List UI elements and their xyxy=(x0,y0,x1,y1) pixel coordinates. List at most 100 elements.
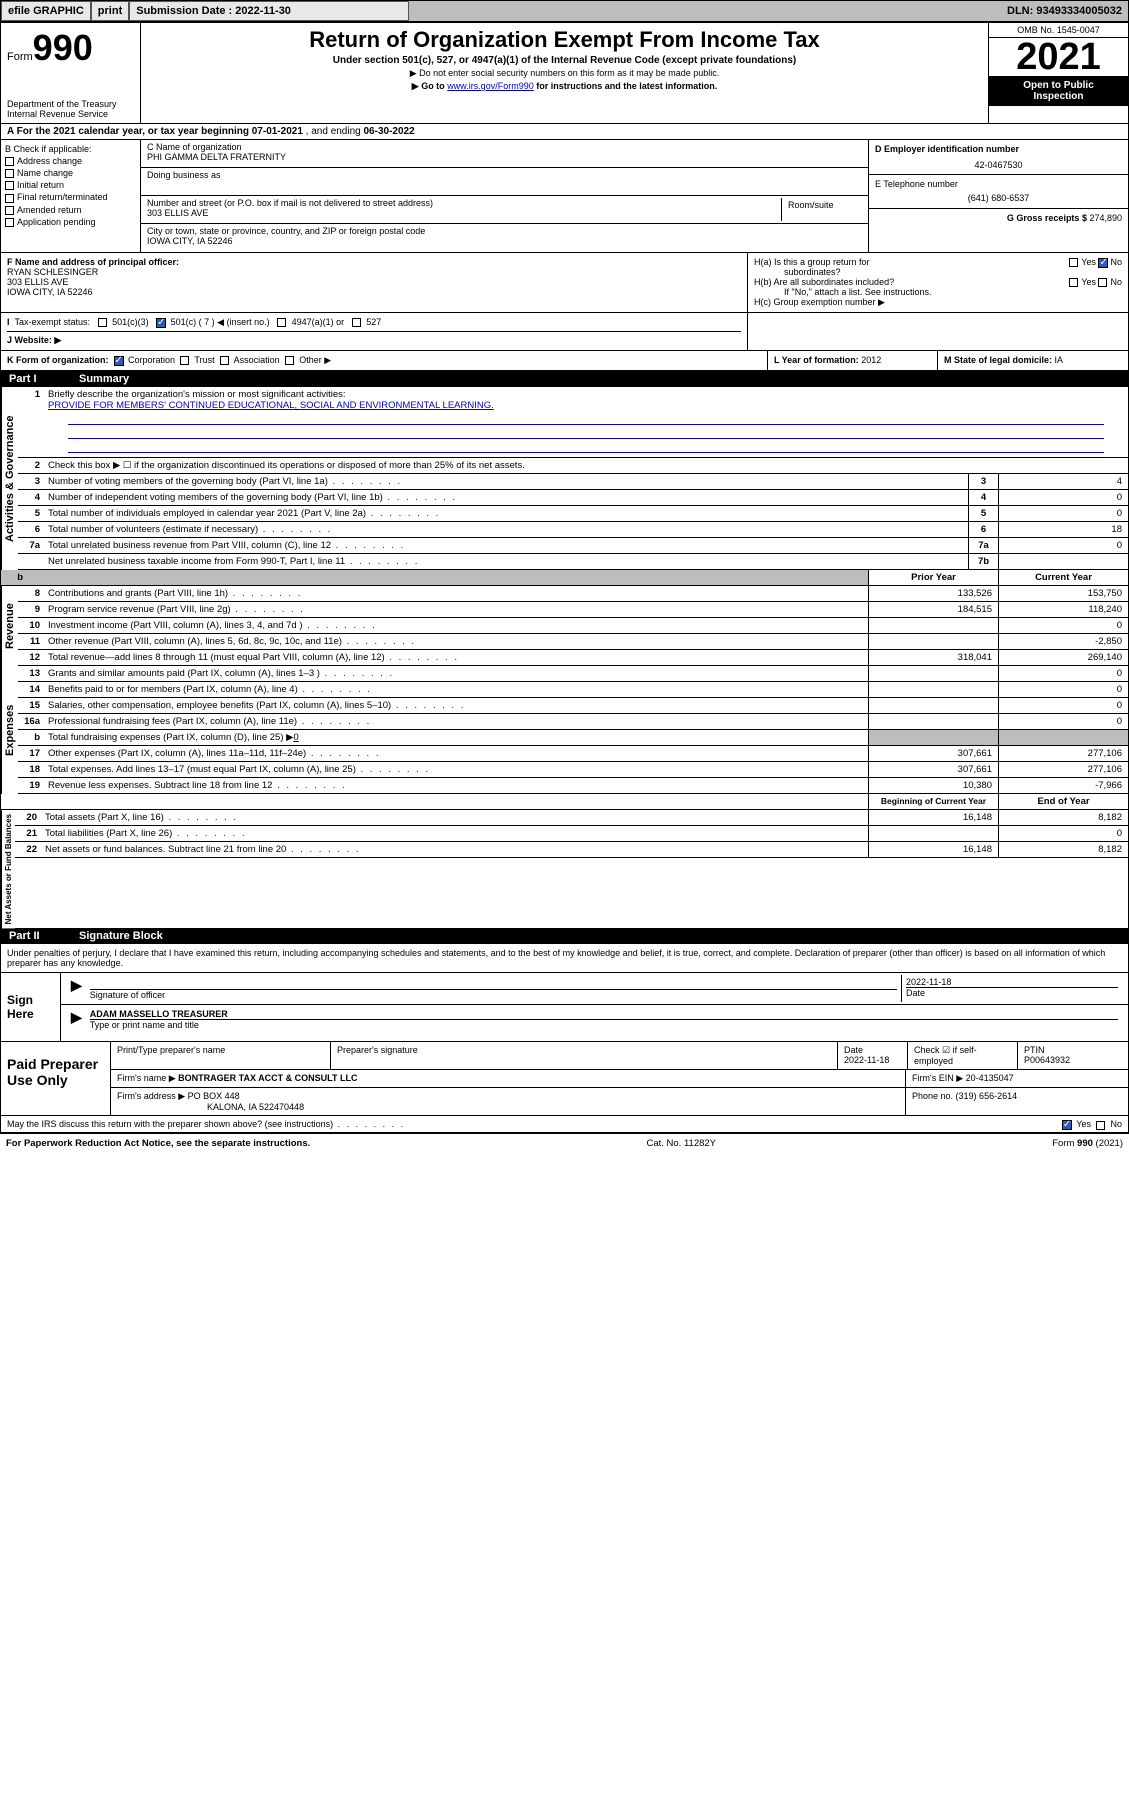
part-i-revenue: Revenue 8Contributions and grants (Part … xyxy=(1,586,1128,666)
summary-row: 9Program service revenue (Part VIII, lin… xyxy=(18,602,1128,618)
part-i-expenses: Expenses 13Grants and similar amounts pa… xyxy=(1,666,1128,794)
phone-value: (641) 680-6537 xyxy=(875,193,1122,203)
prep-sig-label: Preparer's signature xyxy=(331,1042,838,1069)
summary-row: 8Contributions and grants (Part VIII, li… xyxy=(18,586,1128,602)
gross-receipts-value: 274,890 xyxy=(1089,213,1122,223)
officer-name: RYAN SCHLESINGER xyxy=(7,267,98,277)
top-toolbar: efile GRAPHIC print Submission Date : 20… xyxy=(0,0,1129,22)
sign-here-label: Sign Here xyxy=(1,973,61,1041)
mission-text[interactable]: PROVIDE FOR MEMBERS' CONTINUED EDUCATION… xyxy=(48,400,494,411)
sig-date: 2022-11-18 xyxy=(906,977,951,987)
efile-graphic-label: efile GRAPHIC xyxy=(1,1,91,21)
chk-4947[interactable] xyxy=(277,318,286,327)
ptin-value: P00643932 xyxy=(1024,1055,1070,1065)
chk-ha-no[interactable] xyxy=(1098,258,1108,268)
firm-phone: (319) 656-2614 xyxy=(956,1091,1018,1101)
vtab-revenue: Revenue xyxy=(1,586,18,666)
open-to-public: Open to PublicInspection xyxy=(989,76,1128,106)
addr-label: Number and street (or P.O. box if mail i… xyxy=(147,198,781,208)
chk-amended[interactable] xyxy=(5,206,14,215)
chk-assoc[interactable] xyxy=(220,356,229,365)
form-note-link: ▶ Go to www.irs.gov/Form990 for instruct… xyxy=(151,81,978,92)
summary-row: 6Total number of volunteers (estimate if… xyxy=(18,522,1128,538)
form-subtitle: Under section 501(c), 527, or 4947(a)(1)… xyxy=(151,55,978,66)
officer-addr2: IOWA CITY, IA 52246 xyxy=(7,287,93,297)
col-h-group: H(a) Is this a group return for Yes No s… xyxy=(748,253,1128,312)
page-footer: For Paperwork Reduction Act Notice, see … xyxy=(0,1134,1129,1153)
arrow-icon: ▶ xyxy=(67,1007,86,1032)
part-i-netassets: Net Assets or Fund Balances 20Total asse… xyxy=(1,810,1128,928)
discuss-row: May the IRS discuss this return with the… xyxy=(1,1116,1128,1133)
summary-row: 14Benefits paid to or for members (Part … xyxy=(18,682,1128,698)
ein-value: 42-0467530 xyxy=(875,160,1122,170)
submission-date-label: Submission Date : 2022-11-30 xyxy=(129,1,409,21)
perjury-declaration: Under penalties of perjury, I declare th… xyxy=(1,944,1128,972)
dept-treasury: Department of the Treasury xyxy=(7,99,134,109)
self-employed-check: Check ☑ if self-employed xyxy=(908,1042,1018,1069)
fundraising-total: 0 xyxy=(293,732,298,743)
line2-text: Check this box ▶ ☐ if the organization d… xyxy=(44,458,1128,473)
col-de: D Employer identification number 42-0467… xyxy=(868,140,1128,252)
summary-row: 5Total number of individuals employed in… xyxy=(18,506,1128,522)
room-suite-label: Room/suite xyxy=(782,198,862,221)
chk-501c[interactable] xyxy=(156,318,166,328)
chk-discuss-no[interactable] xyxy=(1096,1121,1105,1130)
part-ii-header: Part IISignature Block xyxy=(1,928,1128,944)
header-right: OMB No. 1545-0047 2021 Open to PublicIns… xyxy=(988,23,1128,123)
chk-527[interactable] xyxy=(352,318,361,327)
paid-preparer-label: Paid Preparer Use Only xyxy=(1,1042,111,1115)
chk-initial-return[interactable] xyxy=(5,181,14,190)
summary-row: Net unrelated business taxable income fr… xyxy=(18,554,1128,570)
chk-corp[interactable] xyxy=(114,356,124,366)
chk-hb-no[interactable] xyxy=(1098,278,1107,287)
ein-label: D Employer identification number xyxy=(875,144,1019,154)
line1-label: Briefly describe the organization's miss… xyxy=(48,389,346,400)
summary-row: 22Net assets or fund balances. Subtract … xyxy=(15,842,1128,858)
officer-typed-name: ADAM MASSELLO TREASURER xyxy=(90,1009,228,1019)
vtab-netassets: Net Assets or Fund Balances xyxy=(1,810,15,928)
prior-current-header: b Prior Year Current Year xyxy=(1,570,1128,586)
firm-name: BONTRAGER TAX ACCT & CONSULT LLC xyxy=(178,1073,357,1083)
footer-mid: Cat. No. 11282Y xyxy=(646,1138,716,1149)
row-ij: I Tax-exempt status: 501(c)(3) 501(c) ( … xyxy=(1,313,1128,351)
summary-row: 19Revenue less expenses. Subtract line 1… xyxy=(18,778,1128,794)
form-prefix: Form xyxy=(7,51,33,63)
print-button[interactable]: print xyxy=(91,1,129,21)
summary-row: 15Salaries, other compensation, employee… xyxy=(18,698,1128,714)
summary-row: 7aTotal unrelated business revenue from … xyxy=(18,538,1128,554)
part-i-header: Part ISummary xyxy=(1,371,1128,387)
chk-ha-yes[interactable] xyxy=(1069,258,1078,267)
tax-year: 2021 xyxy=(989,38,1128,76)
summary-row: 3Number of voting members of the governi… xyxy=(18,474,1128,490)
chk-address-change[interactable] xyxy=(5,157,14,166)
irs-link[interactable]: www.irs.gov/Form990 xyxy=(447,81,534,91)
chk-final-return[interactable] xyxy=(5,194,14,203)
dln-label: DLN: 93493334005032 xyxy=(1001,1,1128,21)
chk-501c3[interactable] xyxy=(98,318,107,327)
summary-row: 11Other revenue (Part VIII, column (A), … xyxy=(18,634,1128,650)
city-value: IOWA CITY, IA 52246 xyxy=(147,236,862,246)
form-990-container: Form990 Department of the Treasury Inter… xyxy=(0,22,1129,1134)
row-klm: K Form of organization: Corporation Trus… xyxy=(1,351,1128,371)
summary-row: 13Grants and similar amounts paid (Part … xyxy=(18,666,1128,682)
prep-date: 2022-11-18 xyxy=(844,1055,889,1065)
chk-name-change[interactable] xyxy=(5,169,14,178)
dept-irs: Internal Revenue Service xyxy=(7,109,134,119)
footer-right: Form 990 (2021) xyxy=(1052,1138,1123,1149)
chk-discuss-yes[interactable] xyxy=(1062,1120,1072,1130)
firm-addr2: KALONA, IA 522470448 xyxy=(117,1102,304,1112)
chk-app-pending[interactable] xyxy=(5,218,14,227)
footer-left: For Paperwork Reduction Act Notice, see … xyxy=(6,1138,310,1149)
chk-trust[interactable] xyxy=(180,356,189,365)
state-domicile: IA xyxy=(1055,355,1064,365)
org-name: PHI GAMMA DELTA FRATERNITY xyxy=(147,152,862,162)
officer-addr1: 303 ELLIS AVE xyxy=(7,277,68,287)
addr-value: 303 ELLIS AVE xyxy=(147,208,781,218)
phone-label: E Telephone number xyxy=(875,179,1122,189)
col-b-checkboxes: B Check if applicable: Address change Na… xyxy=(1,140,141,252)
sign-here-block: Sign Here ▶ Signature of officer 2022-11… xyxy=(1,972,1128,1042)
paid-preparer-block: Paid Preparer Use Only Print/Type prepar… xyxy=(1,1042,1128,1116)
chk-hb-yes[interactable] xyxy=(1069,278,1078,287)
section-a-tax-year: A For the 2021 calendar year, or tax yea… xyxy=(1,124,1128,140)
chk-other[interactable] xyxy=(285,356,294,365)
